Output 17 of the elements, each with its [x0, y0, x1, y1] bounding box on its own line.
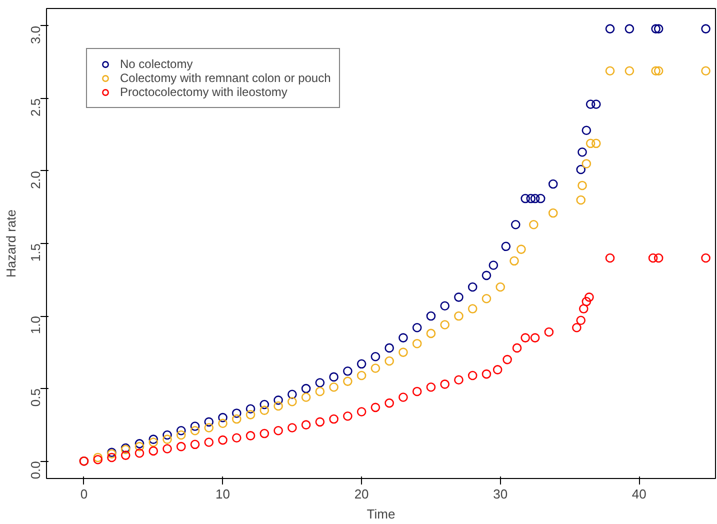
y-tick-label: 0.5 — [28, 388, 43, 407]
y-tick-label: 1.0 — [28, 316, 43, 334]
y-tick-label: 2.0 — [28, 170, 43, 190]
x-tick-label: 0 — [80, 486, 88, 502]
y-tick-label: 0.0 — [28, 461, 43, 480]
x-tick-label: 10 — [216, 486, 230, 502]
legend-label: No colectomy — [120, 57, 193, 71]
x-axis-title: Time — [366, 506, 396, 522]
legend-label: Colectomy with remnant colon or pouch — [120, 71, 331, 85]
y-tick-label: 2.5 — [28, 98, 43, 117]
legend-label: Proctocolectomy with ileostomy — [120, 85, 288, 99]
x-tick-label: 20 — [354, 486, 369, 502]
y-axis-title: Hazard rate — [4, 210, 18, 278]
x-tick-label: 30 — [493, 486, 508, 502]
x-tick-label: 40 — [632, 486, 646, 502]
y-tick-label: 3.0 — [28, 26, 43, 44]
y-tick-label: 1.5 — [28, 243, 43, 262]
